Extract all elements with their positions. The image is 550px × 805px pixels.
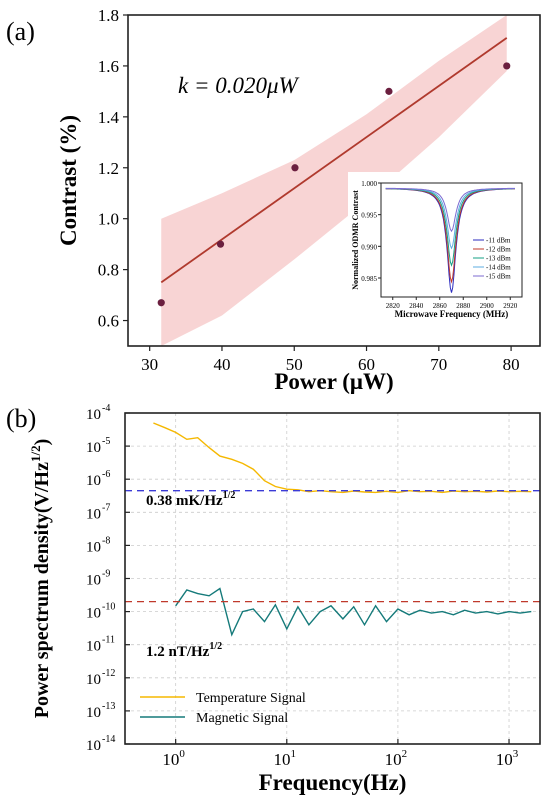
y-tick-label: 0.8: [98, 261, 119, 280]
x-tick-label: 40: [213, 355, 230, 374]
inset-legend-label: -14 dBm: [486, 264, 511, 272]
x-axis: 100 101 102 103: [162, 739, 519, 769]
x-tick-label: 103: [496, 748, 519, 769]
x-tick-label: 30: [141, 355, 158, 374]
y-tick-label: 10: [86, 738, 101, 754]
data-points: [157, 62, 511, 307]
y-tick-label: 10: [86, 440, 101, 456]
y-tick-exponent: -7: [102, 502, 110, 513]
y-tick-label: 10: [86, 672, 101, 688]
inset-legend-label: -12 dBm: [486, 246, 511, 254]
data-point: [216, 240, 225, 248]
inset-legend-label: -13 dBm: [486, 255, 511, 263]
contrast-power-chart: 30 40 50 60 70 80 0.6 0.8 1.0 1.2 1.4 1.6 1.8 Power…: [56, 6, 541, 394]
y-tick-exponent: -14: [102, 734, 115, 745]
x-axis: 30 40 50 60 70 80: [141, 346, 520, 374]
inset-x-axis: 2820 2840 2860 2880 2900 2920: [386, 297, 518, 310]
inset-y-tick-label: 0.990: [361, 243, 377, 251]
x-tick-label: 101: [274, 748, 297, 769]
data-point: [291, 164, 299, 172]
series-lines: [153, 422, 532, 637]
confidence-band-area: [161, 15, 507, 346]
inset-y-tick-label: 1.000: [361, 180, 377, 188]
y-tick-exponent: -10: [102, 602, 115, 613]
x-tick-label: 60: [358, 355, 375, 374]
series-line: [153, 422, 532, 494]
inset-y-axis-label: Normalized ODMR Contrast: [351, 190, 360, 290]
x-tick-label: 70: [430, 355, 447, 374]
data-point: [503, 62, 511, 70]
y-tick-label: 10: [86, 639, 101, 655]
inset-x-axis-label: Microwave Frequency (MHz): [395, 309, 509, 319]
y-tick-label: 10: [86, 506, 101, 522]
y-tick-label: 1.4: [98, 108, 120, 127]
y-tick-exponent: -5: [102, 436, 110, 447]
y-tick-label: 10: [86, 473, 101, 489]
grid: [125, 412, 540, 745]
inset-x-tick-label: 2840: [409, 302, 424, 310]
inset-legend-label: -15 dBm: [486, 273, 511, 281]
y-tick-exponent: -11: [102, 635, 115, 646]
inset-y-tick-label: 0.985: [361, 275, 377, 283]
y-tick-exponent: -8: [102, 535, 110, 546]
y-tick-label: 10: [86, 539, 101, 555]
legend-label: Magnetic Signal: [196, 711, 288, 726]
inset-curve: [385, 187, 515, 233]
series-line: [175, 587, 532, 637]
data-point: [157, 299, 165, 307]
inset-x-tick-label: 2900: [480, 302, 495, 310]
temperature-sensitivity-annotation: 0.38 mK/Hz1/2: [146, 490, 235, 509]
inset-frame: [380, 182, 523, 298]
x-tick-label: 100: [162, 748, 185, 769]
inset-x-tick-label: 2820: [386, 302, 401, 310]
y-tick-exponent: -9: [102, 569, 110, 580]
panel-b-label: (b): [6, 404, 36, 433]
psd-chart: 100 101 102 103 10-1410-1310-1210-1110-1010…: [28, 403, 541, 795]
data-point: [385, 87, 393, 95]
magnetic-sensitivity-annotation: 1.2 nT/Hz1/2: [146, 641, 222, 660]
y-axis-label: Power spectrum density(V/Hz1/2): [28, 439, 53, 719]
y-tick-label: 1.0: [98, 210, 119, 229]
y-tick-exponent: -12: [102, 668, 115, 679]
odmr-inset-chart: 2820 2840 2860 2880 2900 2920 0.985 0.990 0.995…: [348, 172, 534, 322]
y-tick-exponent: -6: [102, 469, 110, 480]
y-tick-label: 1.6: [98, 57, 119, 76]
y-tick-exponent: -4: [102, 403, 110, 414]
inset-y-tick-label: 0.995: [361, 212, 377, 220]
y-tick-exponent: -13: [102, 701, 115, 712]
confidence-band: [161, 15, 507, 346]
reference-lines: [125, 490, 540, 603]
inset-y-axis: 0.985 0.990 0.995 1.000: [361, 180, 381, 283]
inset-curves: [385, 187, 515, 293]
y-axis: 0.6 0.8 1.0 1.2 1.4 1.6 1.8: [98, 6, 128, 331]
plot-frame: [127, 14, 541, 347]
x-tick-label: 80: [503, 355, 520, 374]
y-tick-label: 1.8: [98, 6, 119, 25]
inset-x-tick-label: 2920: [503, 302, 518, 310]
y-tick-label: 10: [86, 407, 101, 423]
y-tick-label: 1.2: [98, 159, 119, 178]
slope-annotation: k = 0.020μW: [178, 73, 300, 98]
x-axis-label: Power (μW): [274, 369, 393, 394]
legend: Temperature Signal Magnetic Signal: [140, 691, 306, 726]
y-tick-label: 0.6: [98, 312, 119, 331]
y-tick-label: 10: [86, 606, 101, 622]
legend-label: Temperature Signal: [196, 691, 306, 706]
x-axis-label: Frequency(Hz): [259, 770, 407, 795]
inset-x-tick-label: 2860: [433, 302, 448, 310]
y-axis-label: Contrast (%): [56, 115, 81, 246]
inset-x-tick-label: 2880: [456, 302, 471, 310]
x-tick-label: 50: [286, 355, 303, 374]
y-tick-label: 10: [86, 573, 101, 589]
panel-a-label: (a): [6, 17, 35, 46]
inset-legend-label: -11 dBm: [486, 237, 511, 245]
x-tick-label: 102: [385, 748, 408, 769]
inset-legend: -11 dBm-12 dBm-13 dBm-14 dBm-15 dBm: [473, 237, 511, 281]
y-tick-label: 10: [86, 705, 101, 721]
